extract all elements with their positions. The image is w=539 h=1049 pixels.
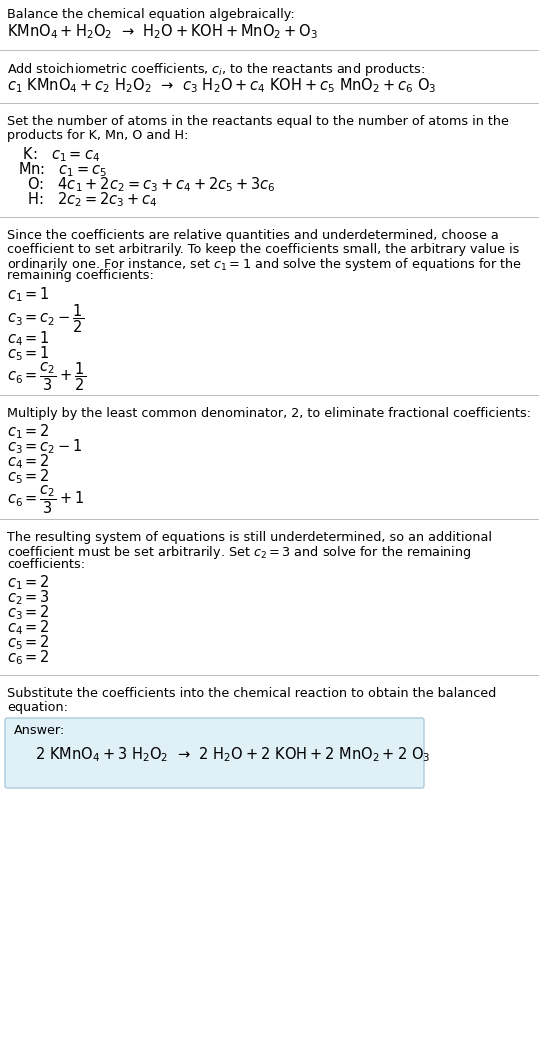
Text: $c_4 = 2$: $c_4 = 2$	[7, 452, 50, 471]
Text: $c_6 = 2$: $c_6 = 2$	[7, 648, 50, 667]
Text: $c_4 = 2$: $c_4 = 2$	[7, 618, 50, 637]
Text: $c_3 = c_2 - 1$: $c_3 = c_2 - 1$	[7, 437, 83, 456]
Text: Mn:   $c_1 = c_5$: Mn: $c_1 = c_5$	[18, 160, 107, 178]
Text: Set the number of atoms in the reactants equal to the number of atoms in the: Set the number of atoms in the reactants…	[7, 115, 509, 128]
Text: coefficient to set arbitrarily. To keep the coefficients small, the arbitrary va: coefficient to set arbitrarily. To keep …	[7, 242, 520, 256]
Text: $c_5 = 1$: $c_5 = 1$	[7, 344, 50, 363]
Text: $c_5 = 2$: $c_5 = 2$	[7, 468, 50, 486]
Text: coefficients:: coefficients:	[7, 557, 85, 571]
Text: $\mathsf{KMnO_4 + H_2O_2}$  →  $\mathsf{H_2O + KOH + MnO_2 + O_3}$: $\mathsf{KMnO_4 + H_2O_2}$ → $\mathsf{H_…	[7, 22, 318, 41]
Text: $2\ \mathsf{KMnO_4} + 3\ \mathsf{H_2O_2}$  →  $2\ \mathsf{H_2O} + 2\ \mathsf{KOH: $2\ \mathsf{KMnO_4} + 3\ \mathsf{H_2O_2}…	[35, 746, 430, 765]
Text: H:   $2c_2 = 2c_3 + c_4$: H: $2c_2 = 2c_3 + c_4$	[18, 190, 157, 209]
Text: ordinarily one. For instance, set $c_1 = 1$ and solve the system of equations fo: ordinarily one. For instance, set $c_1 =…	[7, 256, 522, 273]
Text: Substitute the coefficients into the chemical reaction to obtain the balanced: Substitute the coefficients into the che…	[7, 687, 496, 700]
Text: Balance the chemical equation algebraically:: Balance the chemical equation algebraica…	[7, 8, 295, 21]
Text: $c_5 = 2$: $c_5 = 2$	[7, 633, 50, 651]
Text: remaining coefficients:: remaining coefficients:	[7, 270, 154, 282]
Text: $c_6 = \dfrac{c_2}{3} + 1$: $c_6 = \dfrac{c_2}{3} + 1$	[7, 484, 85, 516]
Text: $c_6 = \dfrac{c_2}{3} + \dfrac{1}{2}$: $c_6 = \dfrac{c_2}{3} + \dfrac{1}{2}$	[7, 360, 86, 392]
Text: $c_3 = 2$: $c_3 = 2$	[7, 603, 50, 622]
Text: $c_4 = 1$: $c_4 = 1$	[7, 329, 50, 347]
Text: K:   $c_1 = c_4$: K: $c_1 = c_4$	[18, 145, 100, 164]
Text: products for K, Mn, O and H:: products for K, Mn, O and H:	[7, 128, 189, 142]
Text: Since the coefficients are relative quantities and underdetermined, choose a: Since the coefficients are relative quan…	[7, 229, 499, 242]
Text: $c_1 = 1$: $c_1 = 1$	[7, 285, 50, 304]
FancyBboxPatch shape	[5, 718, 424, 788]
Text: equation:: equation:	[7, 701, 68, 713]
Text: Multiply by the least common denominator, 2, to eliminate fractional coefficient: Multiply by the least common denominator…	[7, 407, 531, 420]
Text: $c_1 = 2$: $c_1 = 2$	[7, 573, 50, 592]
Text: Answer:: Answer:	[14, 724, 65, 737]
Text: coefficient must be set arbitrarily. Set $c_2 = 3$ and solve for the remaining: coefficient must be set arbitrarily. Set…	[7, 544, 472, 561]
Text: $c_1 = 2$: $c_1 = 2$	[7, 423, 50, 442]
Text: The resulting system of equations is still underdetermined, so an additional: The resulting system of equations is sti…	[7, 531, 492, 543]
Text: $c_1\ \mathsf{KMnO_4} + c_2\ \mathsf{H_2O_2}$  →  $c_3\ \mathsf{H_2O} + c_4\ \ma: $c_1\ \mathsf{KMnO_4} + c_2\ \mathsf{H_2…	[7, 76, 437, 94]
Text: Add stoichiometric coefficients, $c_i$, to the reactants and products:: Add stoichiometric coefficients, $c_i$, …	[7, 62, 425, 79]
Text: $c_3 = c_2 - \dfrac{1}{2}$: $c_3 = c_2 - \dfrac{1}{2}$	[7, 302, 84, 335]
Text: $c_2 = 3$: $c_2 = 3$	[7, 588, 50, 606]
Text: O:   $4c_1 + 2c_2 = c_3 + c_4 + 2c_5 + 3c_6$: O: $4c_1 + 2c_2 = c_3 + c_4 + 2c_5 + 3c_…	[18, 175, 275, 194]
